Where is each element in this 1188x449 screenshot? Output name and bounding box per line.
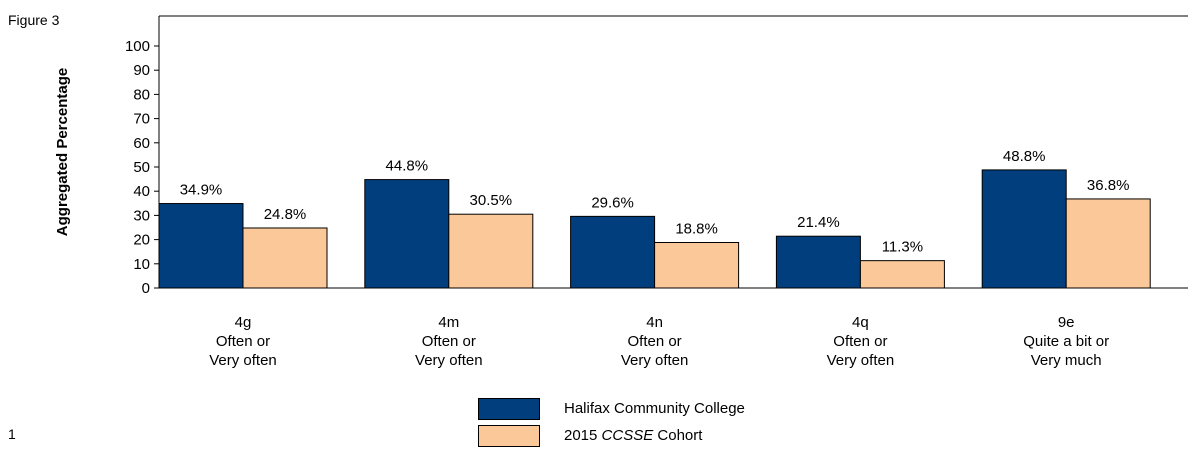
legend-swatch-college bbox=[478, 397, 540, 420]
bar-college bbox=[981, 169, 1067, 289]
x-tick-label: 9e bbox=[1058, 314, 1075, 331]
data-label: 30.5% bbox=[470, 192, 513, 209]
x-tick-label: Very much bbox=[1031, 352, 1102, 369]
x-tick-label: Often or bbox=[627, 333, 681, 350]
y-tick-label: 0 bbox=[142, 280, 150, 297]
x-tick-label: 4g bbox=[235, 314, 252, 331]
bar-cohort bbox=[1065, 198, 1151, 289]
data-label: 29.6% bbox=[591, 194, 634, 211]
y-tick-label: 40 bbox=[133, 183, 150, 200]
x-tick-label: 4n bbox=[646, 314, 663, 331]
y-tick-label: 20 bbox=[133, 232, 150, 249]
y-tick-label: 80 bbox=[133, 86, 150, 103]
bar-cohort bbox=[448, 213, 534, 289]
x-tick-label: 4q bbox=[852, 314, 869, 331]
bar-cohort bbox=[242, 227, 328, 289]
y-axis-label: Aggregated Percentage bbox=[54, 68, 71, 236]
page-number: 1 bbox=[8, 426, 16, 442]
legend: Halifax Community College 2015 CCSSE Coh… bbox=[478, 395, 745, 449]
y-tick-label: 70 bbox=[133, 111, 150, 128]
y-tick-label: 100 bbox=[125, 38, 150, 55]
y-tick-label: 30 bbox=[133, 207, 150, 224]
y-tick-label: 90 bbox=[133, 62, 150, 79]
x-tick-label: Often or bbox=[833, 333, 887, 350]
x-tick-label: 4m bbox=[438, 314, 459, 331]
legend-item-college: Halifax Community College bbox=[478, 395, 745, 422]
bar-college bbox=[775, 235, 861, 289]
data-label: 48.8% bbox=[1003, 148, 1046, 165]
legend-item-cohort: 2015 CCSSE Cohort bbox=[478, 422, 745, 449]
bar-cohort bbox=[859, 260, 945, 289]
legend-swatch-cohort bbox=[478, 424, 540, 447]
x-tick-label: Often or bbox=[216, 333, 270, 350]
bar-college bbox=[570, 215, 656, 289]
bar-cohort bbox=[654, 242, 740, 289]
legend-label-cohort: 2015 CCSSE Cohort bbox=[564, 427, 703, 444]
figure-label: Figure 3 bbox=[8, 12, 60, 28]
bar-college bbox=[364, 179, 450, 289]
x-tick-label: Very often bbox=[415, 352, 483, 369]
y-tick-label: 10 bbox=[133, 256, 150, 273]
data-label: 24.8% bbox=[264, 206, 307, 223]
bar-college bbox=[158, 203, 244, 289]
legend-label-college: Halifax Community College bbox=[564, 400, 745, 417]
x-tick-label: Often or bbox=[422, 333, 476, 350]
x-tick-label: Very often bbox=[621, 352, 689, 369]
data-label: 44.8% bbox=[386, 158, 429, 175]
data-label: 11.3% bbox=[882, 239, 923, 256]
data-label: 18.8% bbox=[675, 221, 718, 238]
x-tick-label: Very often bbox=[827, 352, 895, 369]
x-tick-label: Quite a bit or bbox=[1023, 333, 1109, 350]
data-label: 34.9% bbox=[180, 182, 223, 199]
y-tick-label: 50 bbox=[133, 159, 150, 176]
data-label: 21.4% bbox=[797, 214, 840, 231]
x-tick-label: Very often bbox=[209, 352, 277, 369]
data-label: 36.8% bbox=[1087, 177, 1130, 194]
y-tick-label: 60 bbox=[133, 135, 150, 152]
